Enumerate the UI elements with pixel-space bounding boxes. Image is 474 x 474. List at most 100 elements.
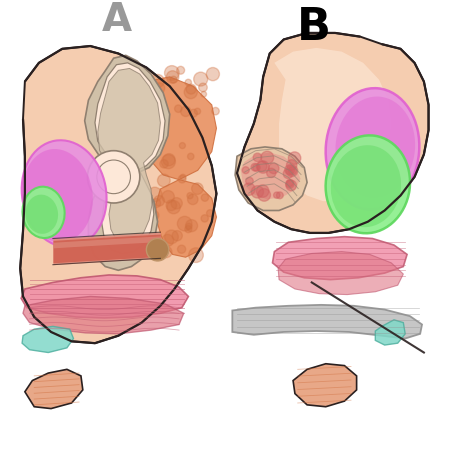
Circle shape [154,196,164,206]
Polygon shape [241,153,301,199]
Polygon shape [22,327,73,353]
Ellipse shape [22,140,107,247]
Polygon shape [128,77,217,180]
Circle shape [166,200,177,210]
Circle shape [288,152,301,164]
Circle shape [268,163,279,173]
Polygon shape [274,48,391,201]
Circle shape [199,83,207,91]
Circle shape [162,191,174,203]
Circle shape [146,238,169,261]
Circle shape [174,105,182,112]
Circle shape [186,223,192,229]
Circle shape [151,74,164,88]
Circle shape [148,116,161,129]
Circle shape [185,79,191,86]
Circle shape [188,194,198,205]
Ellipse shape [25,195,58,234]
Circle shape [166,71,179,83]
Circle shape [180,174,186,180]
Circle shape [276,192,283,199]
Circle shape [191,183,203,194]
Circle shape [286,180,294,188]
Circle shape [206,67,219,81]
Polygon shape [20,46,217,343]
Circle shape [257,161,269,173]
Polygon shape [237,33,428,233]
Circle shape [185,226,192,233]
Ellipse shape [331,145,401,227]
Circle shape [185,219,198,232]
Polygon shape [155,180,217,257]
Circle shape [177,66,184,74]
Circle shape [162,234,173,246]
Ellipse shape [336,97,415,197]
Circle shape [178,175,186,183]
Circle shape [283,169,293,179]
Circle shape [201,194,209,201]
Circle shape [164,230,178,244]
Circle shape [286,165,298,176]
Circle shape [170,76,177,83]
Circle shape [164,65,179,80]
Polygon shape [375,320,405,345]
Circle shape [152,199,161,208]
Polygon shape [95,63,165,254]
Circle shape [212,108,219,115]
Circle shape [153,102,159,109]
Circle shape [207,210,213,217]
Ellipse shape [326,136,410,233]
Circle shape [286,180,293,187]
Circle shape [160,160,168,168]
Polygon shape [23,296,184,334]
Circle shape [145,88,156,99]
Polygon shape [232,305,422,338]
Circle shape [148,247,160,259]
Ellipse shape [22,149,93,242]
Circle shape [143,140,155,152]
Circle shape [157,174,170,187]
Circle shape [194,72,208,86]
Circle shape [285,165,295,174]
Text: B: B [297,6,331,49]
Circle shape [256,161,267,172]
Circle shape [187,192,193,199]
Circle shape [253,164,260,171]
Polygon shape [98,68,160,244]
Circle shape [251,186,264,198]
Polygon shape [278,252,403,294]
Circle shape [141,97,153,109]
Circle shape [181,106,191,117]
Circle shape [258,189,271,201]
Circle shape [156,246,164,255]
Circle shape [288,167,297,175]
Ellipse shape [326,88,419,210]
Circle shape [177,245,186,253]
Polygon shape [273,237,407,280]
Circle shape [161,246,172,258]
Circle shape [177,216,192,231]
Circle shape [163,154,175,166]
Circle shape [286,180,296,191]
Circle shape [172,230,182,241]
Circle shape [158,240,166,248]
Circle shape [145,81,153,89]
Text: A: A [101,1,131,39]
Polygon shape [293,364,356,407]
Circle shape [147,187,162,201]
Circle shape [286,160,297,170]
Circle shape [190,109,197,117]
Circle shape [171,198,182,209]
Circle shape [201,215,209,222]
Circle shape [253,153,262,162]
Circle shape [242,167,249,173]
Circle shape [256,185,269,197]
Circle shape [167,201,180,214]
Polygon shape [235,147,307,210]
Circle shape [246,177,253,185]
Circle shape [186,84,196,94]
Circle shape [243,183,255,195]
Circle shape [266,168,276,178]
Circle shape [154,83,165,93]
Circle shape [189,248,203,263]
